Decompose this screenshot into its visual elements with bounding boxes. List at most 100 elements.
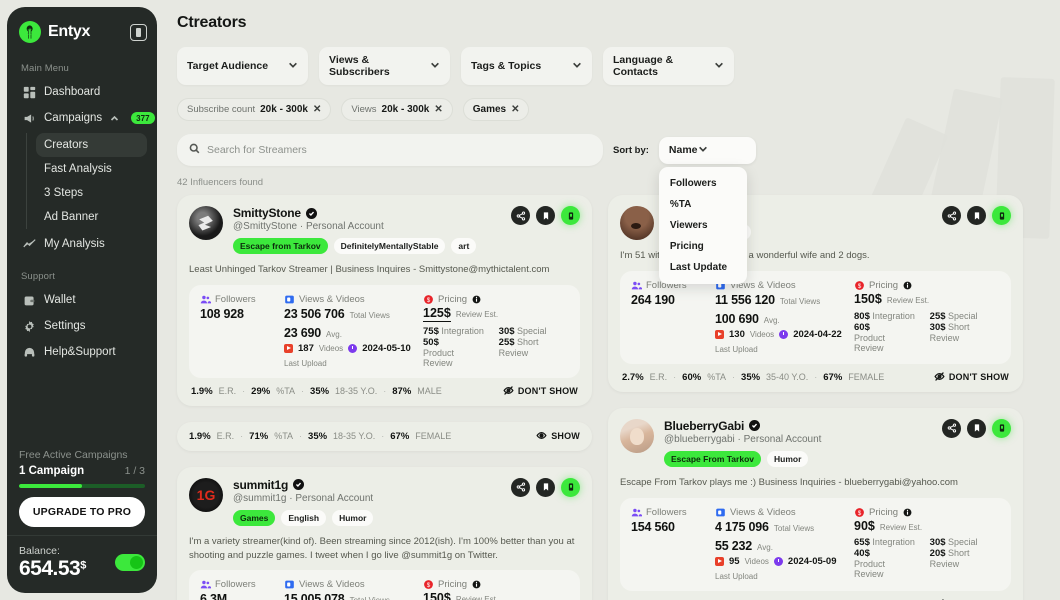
- sidebar-item-dashboard[interactable]: Dashboard: [16, 79, 148, 105]
- close-icon[interactable]: ✕: [434, 104, 443, 115]
- search-box[interactable]: [177, 134, 603, 166]
- search-input[interactable]: [207, 144, 591, 156]
- share-icon[interactable]: [942, 206, 961, 225]
- add-to-campaign-icon[interactable]: [561, 206, 580, 225]
- bookmark-icon[interactable]: [967, 418, 986, 438]
- ta-label: %TA: [276, 386, 296, 397]
- bookmark-icon[interactable]: [536, 206, 555, 225]
- stat-header: Views & Videos: [284, 294, 415, 305]
- sort-dropdown-menu: Followers %TA Viewers Pricing Last Updat…: [658, 166, 747, 284]
- tag[interactable]: English: [281, 509, 327, 526]
- filter-language-contacts[interactable]: Language & Contacts: [603, 47, 734, 85]
- tag[interactable]: Humor: [767, 450, 809, 467]
- sort-option-viewers[interactable]: Viewers: [669, 219, 708, 231]
- main-menu-label: Main Menu: [21, 63, 69, 74]
- age-value: 35%: [308, 430, 328, 442]
- info-icon[interactable]: [902, 280, 913, 291]
- price-left-col: 75$ Integration 50$ Product Review: [423, 326, 485, 368]
- share-icon[interactable]: [511, 477, 530, 497]
- chip-games[interactable]: Games ✕: [462, 98, 530, 121]
- separator-dot: ·: [240, 431, 244, 442]
- sort-select[interactable]: Name Followers %TA Viewers Pricing Last …: [658, 136, 756, 284]
- gender-value: 81%: [823, 599, 842, 600]
- panel-collapse-icon[interactable]: [130, 23, 147, 41]
- tag[interactable]: DefinitelyMentallyStable: [333, 238, 446, 254]
- campaigns-badge: 377: [131, 112, 155, 124]
- chip-value: Games: [472, 104, 507, 115]
- sidebar-item-fast-analysis[interactable]: Fast Analysis: [44, 163, 112, 175]
- product-review-value: 40$: [854, 548, 870, 560]
- creator-card[interactable]: BlueberryGabi @blueberrygabi · Personal …: [608, 407, 1023, 600]
- tag[interactable]: Humor: [332, 509, 374, 526]
- sidebar-item-help-support[interactable]: Help&Support: [16, 339, 148, 365]
- price-special: 25$ Special: [930, 311, 1000, 322]
- review-est-label: Review Est.: [455, 595, 499, 600]
- dont-show-button[interactable]: DON'T SHOW: [503, 385, 578, 398]
- last-upload-value: 2024-04-22: [793, 328, 842, 340]
- filter-views-subscribers[interactable]: Views & Subscribers: [319, 47, 450, 85]
- tag[interactable]: Games: [233, 509, 276, 526]
- stat-label: Pricing: [438, 579, 468, 591]
- tag[interactable]: Escape from Tarkov: [233, 238, 328, 254]
- share-icon[interactable]: [511, 206, 530, 225]
- review-est-row: 150$ Review Est.: [423, 592, 569, 600]
- pricing-icon: $: [854, 507, 865, 518]
- filter-bar: Target Audience Views & Subscribers Tags…: [177, 47, 1048, 85]
- info-icon[interactable]: [471, 294, 482, 305]
- stat-label: Pricing: [438, 293, 468, 305]
- stat-label: Followers: [215, 579, 256, 591]
- info-icon[interactable]: [471, 579, 482, 590]
- sidebar-item-my-analysis[interactable]: My Analysis: [16, 231, 148, 257]
- chip-subscribe-count[interactable]: Subscribe count 20k - 300k ✕: [177, 98, 332, 121]
- sort-option-followers[interactable]: Followers: [669, 177, 717, 189]
- sort-option-pricing[interactable]: Pricing: [669, 240, 704, 252]
- sidebar-item-3-steps[interactable]: 3 Steps: [44, 187, 83, 199]
- dont-show-label: DON'T SHOW: [948, 372, 1009, 383]
- pricing-icon: $: [854, 280, 865, 291]
- sort-option-last-update[interactable]: Last Update: [669, 261, 728, 273]
- stat-followers: Followers 108 928: [200, 294, 276, 368]
- close-icon[interactable]: ✕: [312, 104, 322, 115]
- sort-selected-value: Name: [668, 144, 698, 156]
- info-icon[interactable]: [902, 507, 913, 518]
- sort-by-label: Sort by:: [613, 144, 649, 156]
- tag[interactable]: art: [451, 238, 477, 254]
- price-right-col: 30$ Special 25$ Short Review: [499, 326, 569, 368]
- creator-card[interactable]: SmittyStone @SmittyStone · Personal Acco…: [177, 195, 592, 406]
- upgrade-to-pro-button[interactable]: UPGRADE TO PRO: [19, 497, 145, 527]
- balance-toggle[interactable]: [115, 554, 145, 571]
- eye-off-icon: [934, 371, 945, 384]
- share-icon[interactable]: [942, 418, 961, 438]
- chip-views[interactable]: Views 20k - 300k ✕: [341, 98, 453, 121]
- creator-card-collapsed[interactable]: 1.9% E.R. · 71% %TA · 35% 18-35 Y.O. · 67% F…: [177, 421, 592, 451]
- views-row: 4 175 096 Total Views 55 232 Avg.: [715, 520, 846, 553]
- sort-option-ta[interactable]: %TA: [669, 198, 692, 210]
- sidebar-item-settings[interactable]: Settings: [16, 313, 148, 339]
- bookmark-icon[interactable]: [967, 206, 986, 225]
- sidebar-item-ad-banner[interactable]: Ad Banner: [44, 211, 99, 223]
- add-to-campaign-icon[interactable]: [992, 206, 1011, 225]
- price-short-review: 25$ Short Review: [499, 337, 569, 358]
- avg-label: Avg.: [326, 329, 342, 339]
- sidebar-item-campaigns[interactable]: Campaigns 377: [16, 105, 155, 131]
- filter-target-audience[interactable]: Target Audience: [177, 47, 308, 85]
- show-button[interactable]: SHOW: [536, 430, 580, 443]
- close-icon[interactable]: ✕: [511, 104, 520, 115]
- filter-tags-topics[interactable]: Tags & Topics: [461, 47, 592, 85]
- add-to-campaign-icon[interactable]: [561, 477, 580, 497]
- creator-name: SmittyStone: [233, 206, 301, 220]
- dont-show-button[interactable]: DON'T SHOW: [934, 371, 1009, 384]
- bookmark-icon[interactable]: [536, 477, 555, 497]
- stat-views-videos: Views & Videos 23 506 706 Total Views 23…: [284, 294, 415, 368]
- product-review-label: Product Review: [854, 559, 886, 580]
- chevron-down-icon: [572, 60, 582, 73]
- tag[interactable]: Escape From Tarkov: [664, 450, 761, 467]
- add-to-campaign-icon[interactable]: [992, 418, 1011, 438]
- sidebar-item-creators[interactable]: Creators: [36, 133, 147, 157]
- er-value: 2.7%: [622, 371, 644, 383]
- creator-card[interactable]: summit1g @summit1g · Personal Account Ga…: [177, 466, 592, 600]
- page-title: Ctreators: [177, 14, 247, 31]
- creator-grid: SmittyStone @SmittyStone · Personal Acco…: [177, 195, 1048, 600]
- sidebar-item-wallet[interactable]: Wallet: [16, 287, 148, 313]
- review-est-label: Review Est.: [886, 295, 930, 305]
